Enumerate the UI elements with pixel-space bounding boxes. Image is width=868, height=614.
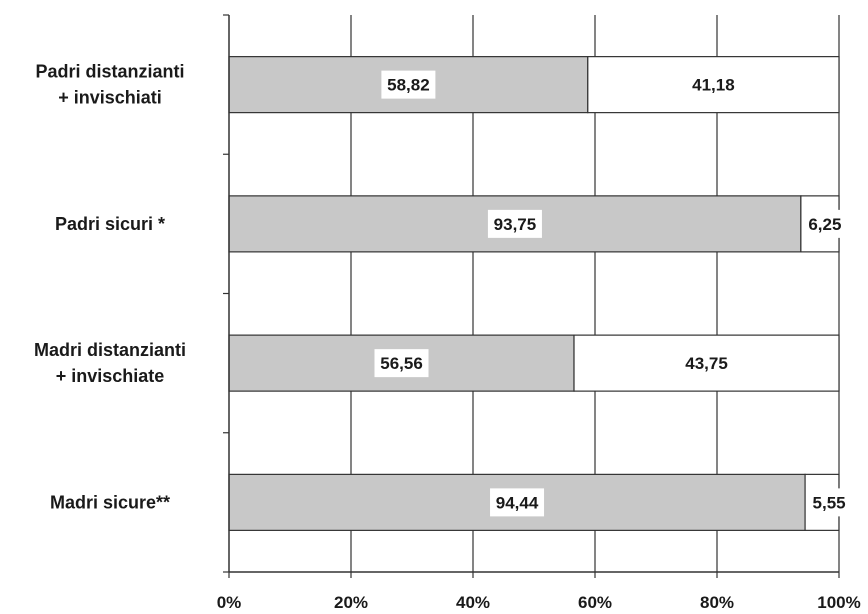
data-label-box — [679, 349, 734, 378]
data-label: 56,56 — [380, 354, 423, 373]
category-label: Madri distanzianti — [34, 340, 186, 360]
category-label: Padri sicuri * — [55, 214, 165, 234]
x-tick-label: 80% — [700, 593, 734, 612]
data-label-box — [807, 488, 852, 517]
x-tick-label: 60% — [578, 593, 612, 612]
x-tick-label: 40% — [456, 593, 490, 612]
category-label: Padri distanzianti — [35, 62, 184, 82]
data-label-box — [686, 70, 741, 99]
data-label: 93,75 — [494, 215, 537, 234]
x-tick-label: 0% — [217, 593, 242, 612]
data-label-box — [374, 349, 429, 378]
data-label: 5,55 — [813, 493, 846, 512]
data-label-box — [490, 488, 545, 517]
data-label: 43,75 — [685, 354, 728, 373]
data-label-box — [487, 209, 542, 238]
bars: 58,82 41,18 93,75 6,25 56,56 43,75 94,44 5,55 — [228, 56, 852, 531]
category-label: + invischiate — [56, 366, 165, 386]
category-labels: Padri distanzianti + invischiati Padri sic… — [34, 62, 186, 513]
data-label-box — [802, 209, 847, 238]
data-label: 58,82 — [387, 76, 430, 95]
x-tick-label: 100% — [817, 593, 860, 612]
x-tick-label: 20% — [334, 593, 368, 612]
category-label: Madri sicure** — [50, 492, 170, 512]
data-label-box — [381, 70, 436, 99]
x-tick-labels: 0% 20% 40% 60% 80% 100% — [217, 593, 861, 612]
data-label: 41,18 — [692, 76, 735, 95]
data-label: 94,44 — [496, 493, 539, 512]
data-label: 6,25 — [808, 215, 841, 234]
axes — [223, 14, 840, 578]
category-label: + invischiati — [58, 88, 162, 108]
